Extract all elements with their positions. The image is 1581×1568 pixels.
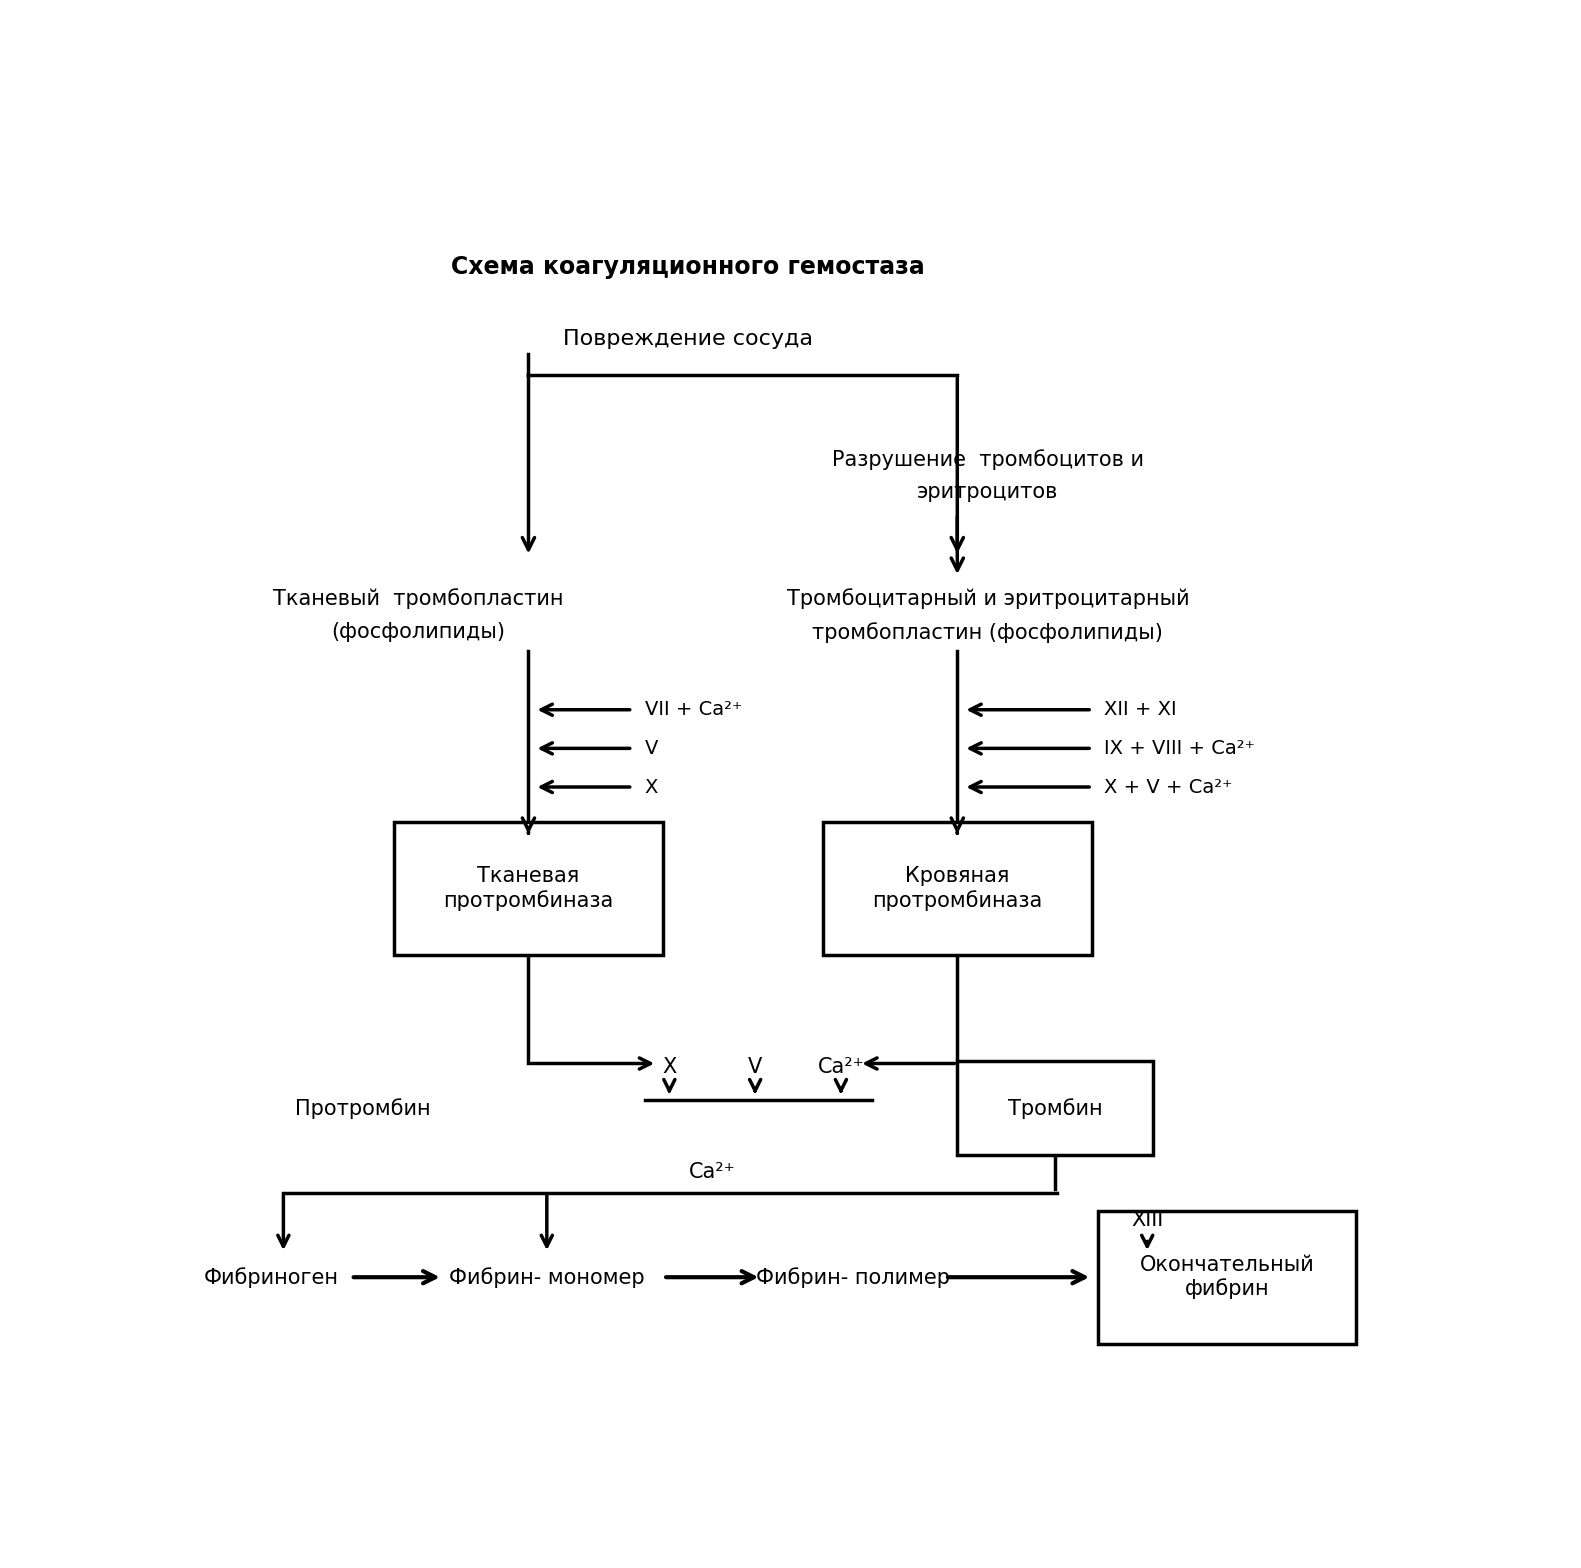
Text: V: V [645, 739, 658, 757]
Text: Тромбоцитарный и эритроцитарный: Тромбоцитарный и эритроцитарный [787, 588, 1189, 608]
FancyBboxPatch shape [394, 822, 664, 955]
Text: X: X [645, 778, 658, 797]
Text: Ca²⁺: Ca²⁺ [689, 1162, 735, 1182]
Text: Окончательный
фибрин: Окончательный фибрин [1140, 1254, 1314, 1300]
Text: VII + Ca²⁺: VII + Ca²⁺ [645, 701, 741, 720]
Text: V: V [748, 1057, 762, 1077]
Text: Протромбин: Протромбин [296, 1098, 432, 1118]
FancyBboxPatch shape [822, 822, 1092, 955]
Text: XII + XI: XII + XI [1104, 701, 1176, 720]
Text: Фибрин- полимер: Фибрин- полимер [756, 1267, 950, 1287]
Text: Разрушение  тромбоцитов и: Разрушение тромбоцитов и [832, 450, 1145, 470]
Text: Фибрин- мономер: Фибрин- мономер [449, 1267, 645, 1287]
Text: Фибриноген: Фибриноген [204, 1267, 338, 1287]
Text: Тканевая
протромбиназа: Тканевая протромбиназа [443, 867, 613, 911]
Text: (фосфолипиды): (фосфолипиды) [330, 622, 506, 643]
Text: Схема коагуляционного гемостаза: Схема коагуляционного гемостаза [451, 254, 925, 279]
Text: Ca²⁺: Ca²⁺ [817, 1057, 865, 1077]
Text: IX + VIII + Ca²⁺: IX + VIII + Ca²⁺ [1104, 739, 1255, 757]
Text: Повреждение сосуда: Повреждение сосуда [563, 329, 813, 350]
Text: X: X [662, 1057, 677, 1077]
Text: Тканевый  тромбопластин: Тканевый тромбопластин [274, 588, 563, 608]
Text: эритроцитов: эритроцитов [917, 483, 1059, 502]
Text: тромбопластин (фосфолипиды): тромбопластин (фосфолипиды) [813, 622, 1164, 643]
Text: Кровяная
протромбиназа: Кровяная протромбиназа [873, 867, 1042, 911]
Text: Тромбин: Тромбин [1009, 1098, 1102, 1118]
FancyBboxPatch shape [1099, 1210, 1355, 1344]
Text: XIII: XIII [1130, 1210, 1164, 1231]
Text: X + V + Ca²⁺: X + V + Ca²⁺ [1104, 778, 1233, 797]
FancyBboxPatch shape [957, 1062, 1154, 1156]
